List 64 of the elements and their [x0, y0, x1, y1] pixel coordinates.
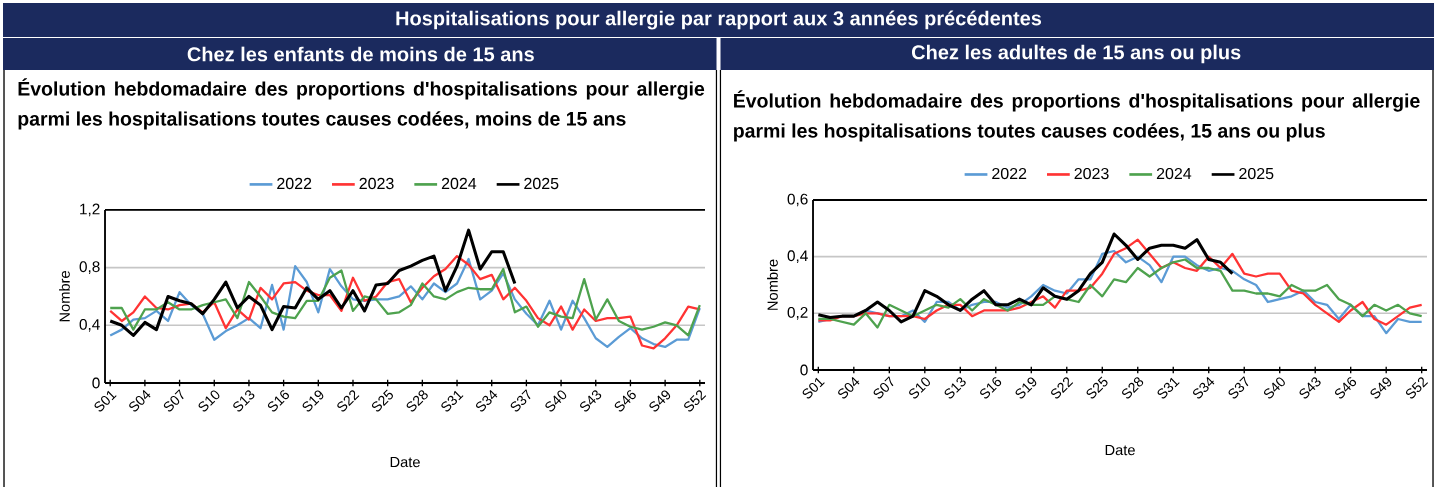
- x-tick-label: S31: [1157, 378, 1180, 399]
- x-axis-title: Date: [1105, 445, 1135, 456]
- y-tick-label: 0,2: [787, 307, 808, 320]
- x-tick-label: S37: [1228, 376, 1249, 399]
- legend-label: 2022: [277, 178, 312, 190]
- y-tick-label: 0,8: [79, 261, 100, 275]
- x-tick-label: S49: [649, 390, 671, 412]
- x-tick-label: S34: [475, 390, 498, 412]
- line-series: [108, 228, 517, 338]
- x-tick-label: S46: [614, 390, 636, 412]
- x-tick-label: S19: [302, 390, 324, 412]
- chart-subtitle: Évolution hebdomadaire des proportions d'hospitalisations pour allergie parmi les hospitalisations toutes causes codées, moins de 15 ans: [18, 78, 705, 130]
- x-tick-label: S46: [1334, 377, 1357, 399]
- chart-title: Chez les adultes de 15 ans ou plus: [911, 44, 1241, 64]
- x-tick-label: S01: [802, 378, 825, 399]
- chart-title: Chez les enfants de moins de 15 ans: [187, 46, 534, 62]
- x-tick-label: S04: [838, 377, 860, 399]
- x-tick-label: S28: [406, 390, 428, 412]
- y-axis-title: Nombre: [59, 271, 70, 322]
- legend-label: 2023: [1074, 168, 1109, 180]
- y-tick-label: 0,6: [787, 193, 808, 207]
- text: Hospitalisations pour allergie par rapport aux 3 années précédentes: [396, 10, 1042, 30]
- x-tick-label: S43: [580, 390, 602, 412]
- line-series: [816, 232, 1234, 324]
- legend-label: 2024: [441, 178, 477, 190]
- x-tick-label: S25: [371, 389, 394, 412]
- x-tick-label: S16: [267, 390, 289, 412]
- x-tick-label: S01: [94, 391, 117, 412]
- x-tick-label: S52: [1405, 377, 1429, 399]
- x-tick-label: S10: [198, 390, 220, 412]
- x-tick-label: S28: [1122, 377, 1144, 399]
- legend-label: 2022: [992, 168, 1027, 180]
- x-tick-label: S37: [510, 389, 531, 412]
- line-series: [109, 268, 701, 337]
- legend-label: 2024: [1156, 168, 1192, 180]
- x-tick-label: S49: [1370, 377, 1392, 399]
- x-tick-label: S22: [337, 390, 360, 412]
- x-tick-label: S52: [684, 390, 707, 412]
- y-axis-title: Nombre: [767, 259, 778, 311]
- x-tick-label: S13: [233, 390, 255, 412]
- x-axis-title: Date: [390, 457, 420, 468]
- x-tick-label: S07: [163, 389, 184, 412]
- legend-label: 2023: [359, 178, 394, 190]
- y-tick-label: 0,4: [787, 250, 808, 264]
- x-tick-label: S34: [1193, 377, 1215, 399]
- legend-label: 2025: [524, 178, 559, 190]
- x-tick-label: S19: [1015, 377, 1037, 399]
- x-tick-label: S40: [1263, 377, 1285, 399]
- x-tick-label: S40: [545, 390, 567, 412]
- x-tick-label: S04: [129, 390, 151, 412]
- x-tick-label: S10: [909, 377, 930, 399]
- chart-subtitle: Évolution hebdomadaire des proportions d'hospitalisations pour allergie parmi les hospitalisations toutes causes codées, 15 ans ou plus: [734, 90, 1420, 142]
- x-tick-label: S16: [980, 377, 1002, 399]
- x-tick-label: S25: [1086, 376, 1108, 399]
- y-tick-label: 0: [92, 377, 100, 389]
- y-tick-label: 1,2: [80, 203, 100, 217]
- x-tick-label: S13: [944, 377, 966, 399]
- legend-label: 2025: [1239, 168, 1274, 180]
- x-tick-label: S22: [1051, 377, 1074, 399]
- y-tick-label: 0,4: [79, 319, 100, 332]
- x-tick-label: S43: [1299, 377, 1321, 399]
- x-tick-label: S07: [873, 376, 894, 399]
- y-tick-label: 0: [800, 364, 808, 376]
- x-tick-label: S31: [441, 391, 464, 412]
